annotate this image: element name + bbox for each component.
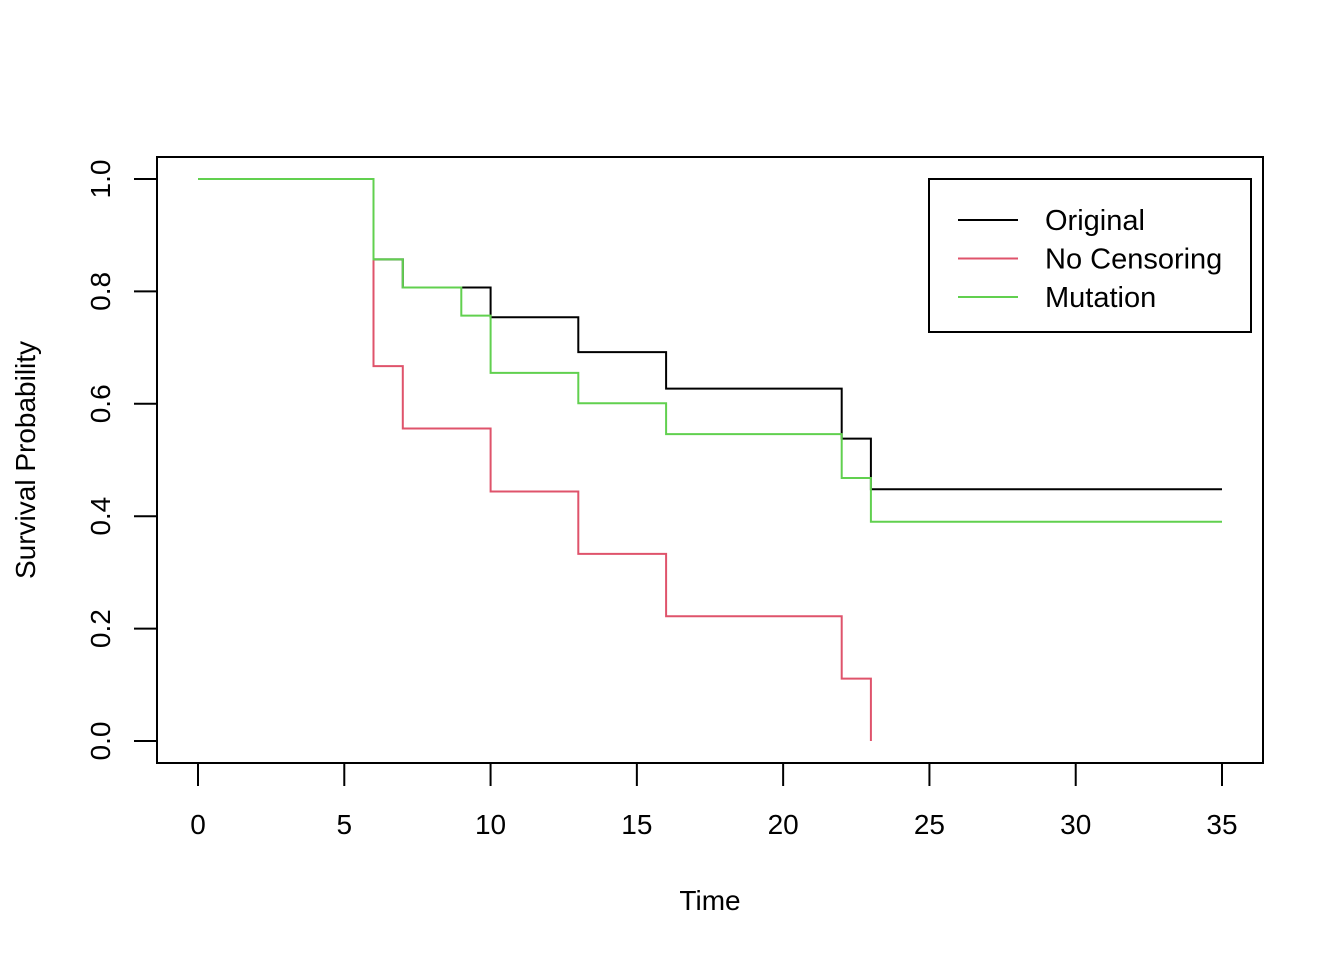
- x-tick-label: 0: [190, 809, 206, 840]
- x-tick-label: 5: [336, 809, 352, 840]
- y-tick-label: 0.8: [85, 272, 116, 311]
- series-line-mutation: [198, 178, 1222, 523]
- legend-label: Original: [1045, 205, 1145, 237]
- y-tick-label: 0.0: [85, 722, 116, 761]
- x-tick-label: 10: [475, 809, 506, 840]
- y-axis-title: Survival Probability: [10, 341, 41, 579]
- legend-label: Mutation: [1045, 282, 1156, 314]
- y-tick-label: 0.4: [85, 497, 116, 536]
- x-tick-label: 35: [1206, 809, 1237, 840]
- y-tick-label: 0.6: [85, 384, 116, 423]
- x-axis-title: Time: [679, 885, 740, 916]
- x-tick-label: 25: [914, 809, 945, 840]
- legend-label: No Censoring: [1045, 244, 1222, 276]
- x-axis: 0 5 10 15 20 25 30 35: [190, 762, 1238, 840]
- legend: Original No Censoring Mutation: [928, 178, 1252, 333]
- series-line-no-censoring: [198, 178, 872, 741]
- y-axis: 0.0 0.2 0.4 0.6 0.8 1.0: [85, 160, 158, 761]
- legend-box: [928, 178, 1252, 333]
- x-tick-label: 15: [621, 809, 652, 840]
- y-tick-label: 1.0: [85, 160, 116, 199]
- y-tick-label: 0.2: [85, 609, 116, 648]
- x-tick-label: 20: [768, 809, 799, 840]
- x-tick-label: 30: [1060, 809, 1091, 840]
- series-layer: [198, 178, 1222, 741]
